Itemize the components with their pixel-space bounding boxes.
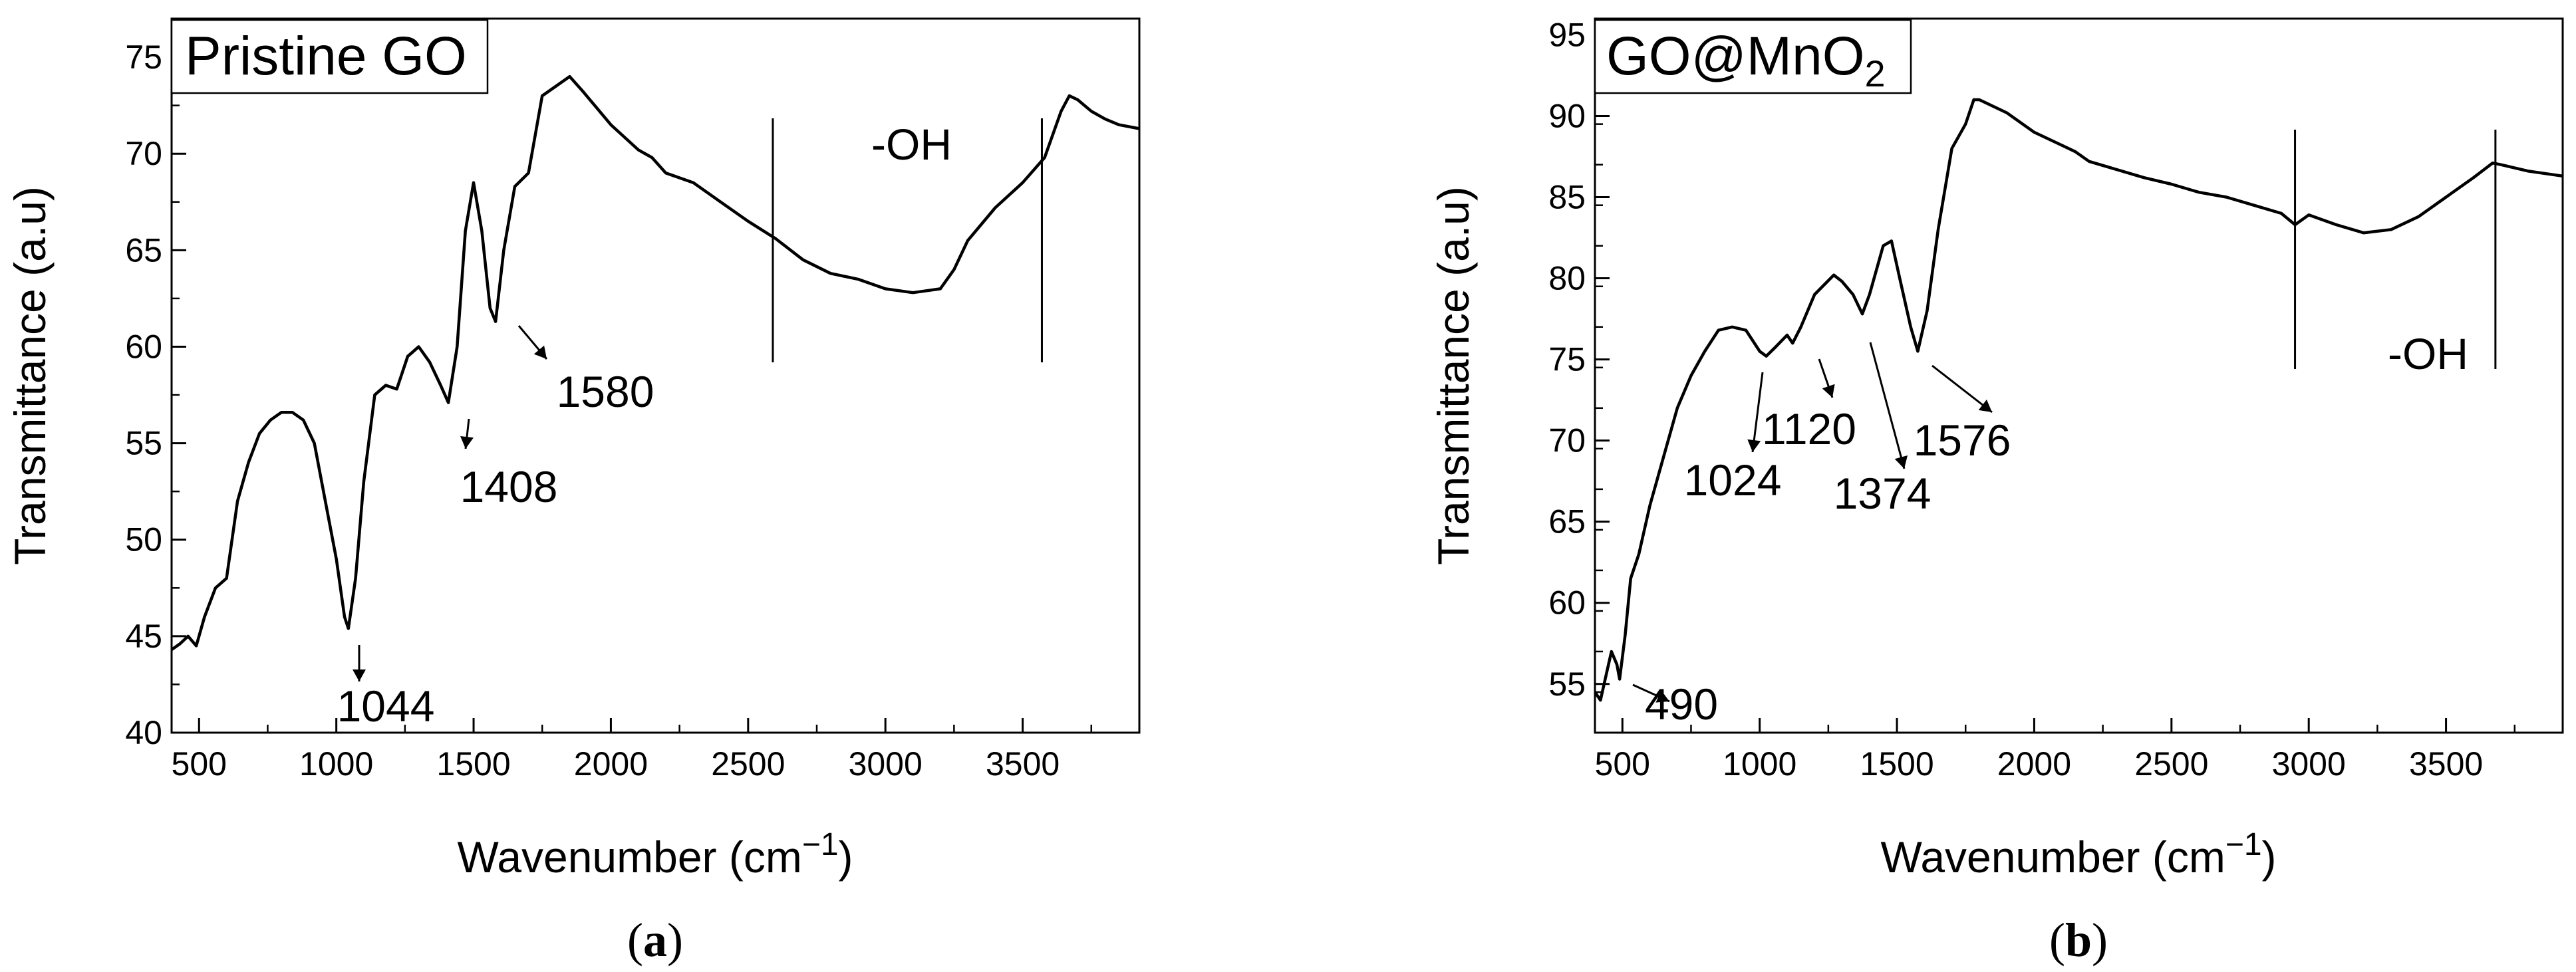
x-tick-label: 3500 [2409,745,2483,783]
annotation-arrow-line [1751,372,1764,453]
x-axis-ticks: 500 1000 1500 2000 2500 3000 3500 [172,718,1093,783]
y-tick-label: 80 [1548,260,1586,297]
annotation-arrowhead [1978,400,1992,412]
x-tick-label: 2500 [711,745,785,783]
peak-label: 1408 [460,462,558,511]
caption-open-paren: ( [627,913,643,967]
plot-frame [170,17,1141,734]
y-tick-label: 90 [1548,97,1586,134]
annotation-arrowhead [533,345,547,359]
peak-label: 1024 [1684,455,1782,505]
panel-title: GO@MnO2 [1606,26,1886,94]
y-axis-title: Transmittance (a.u) [1429,186,1478,565]
annotation-arrowhead [353,669,366,681]
caption-open-paren: ( [2049,913,2065,967]
x-tick-label: 3000 [849,745,923,783]
oh-region-label: -OH [871,120,952,169]
annotation-arrow-line [1932,364,1993,414]
x-axis-title-text: Wavenumber (cm [1880,832,2225,882]
annotation-arrowhead [1747,439,1761,452]
panel-title-text: GO@MnO [1606,26,1865,86]
y-tick-label: 55 [1548,666,1586,703]
x-axis-title-superscript: −1 [2225,827,2262,862]
peak-label: 1580 [557,367,654,416]
x-tick-label: 1000 [299,745,373,783]
x-tick-label: 2000 [574,745,648,783]
y-tick-label: 40 [125,714,162,751]
x-tick-label: 2500 [2134,745,2208,783]
annotation-arrowhead [1655,690,1669,703]
y-tick-label: 60 [125,328,162,365]
caption-letter: b [2065,913,2092,967]
peak-label: 1044 [337,681,435,731]
y-tick-label: 65 [125,231,162,269]
x-axis-ticks: 500 1000 1500 2000 2500 3000 3500 [1595,718,2516,783]
x-tick-label: 1000 [1723,745,1796,783]
caption-close-paren: ) [667,913,683,967]
peak-label: 1374 [1834,469,1932,518]
y-tick-label: 85 [1548,179,1586,216]
annotation-arrowhead [460,436,474,449]
plot-frame [1594,17,2564,734]
peak-label: 1120 [1762,404,1856,453]
peak-label: 490 [1645,679,1718,729]
panel-title: Pristine GO [185,26,467,86]
x-axis-title-superscript: −1 [802,827,839,862]
x-tick-label: 1500 [1860,745,1933,783]
chart-panel-b: 55 60 65 70 75 80 85 90 95 500 1000 1500 2000 2500 30… [1429,16,2564,967]
x-axis-title-text: Wavenumber (cm [457,832,801,882]
annotation-arrowhead [1894,455,1908,469]
y-tick-label: 70 [125,135,162,172]
panel-caption: (a) [627,913,683,967]
y-tick-label: 65 [1548,503,1586,541]
panel-title-box [170,19,489,94]
y-axis-ticks: 55 60 65 70 75 80 85 90 95 [1548,16,1610,734]
x-axis-title: Wavenumber (cm−1) [457,827,853,882]
y-tick-label: 45 [125,618,162,655]
y-tick-label: 75 [1548,341,1586,378]
x-tick-label: 500 [172,745,227,783]
y-axis-title: Transmittance (a.u) [5,186,55,565]
oh-region-label: -OH [2388,329,2468,378]
oh-region-lines [2294,130,2497,369]
x-tick-label: 500 [1595,745,1650,783]
y-tick-label: 75 [125,39,162,76]
annotation-arrowhead [1822,384,1835,398]
x-axis-title-end: ) [2262,832,2277,882]
y-tick-label: 70 [1548,422,1586,459]
caption-letter: a [643,913,667,967]
spectrum-line [1594,98,2563,702]
panel-title-box [1594,19,1912,94]
y-axis-ticks: 40 45 50 55 60 65 70 75 [125,39,186,751]
peak-label: 1576 [1914,416,2011,465]
caption-close-paren: ) [2092,913,2108,967]
x-tick-label: 3000 [2272,745,2346,783]
peak-annotations: 1044 1408 1580 [337,325,654,731]
spectrum-line [170,74,1140,652]
y-tick-label: 50 [125,521,162,558]
y-tick-label: 95 [1548,16,1586,53]
panel-title-subscript: 2 [1865,53,1886,94]
x-tick-label: 2000 [1997,745,2071,783]
panel-caption: (b) [2049,913,2108,967]
x-tick-label: 3500 [986,745,1060,783]
chart-panel-a: 40 45 50 55 60 65 70 75 500 1000 1500 2000 2500 3000… [5,17,1141,967]
annotation-arrow-line [1869,342,1906,469]
y-tick-label: 60 [1548,584,1586,622]
x-axis-title: Wavenumber (cm−1) [1880,827,2276,882]
x-axis-title-end: ) [839,832,853,882]
x-tick-label: 1500 [436,745,510,783]
y-tick-label: 55 [125,425,162,462]
panel-title-text: Pristine GO [185,26,467,86]
